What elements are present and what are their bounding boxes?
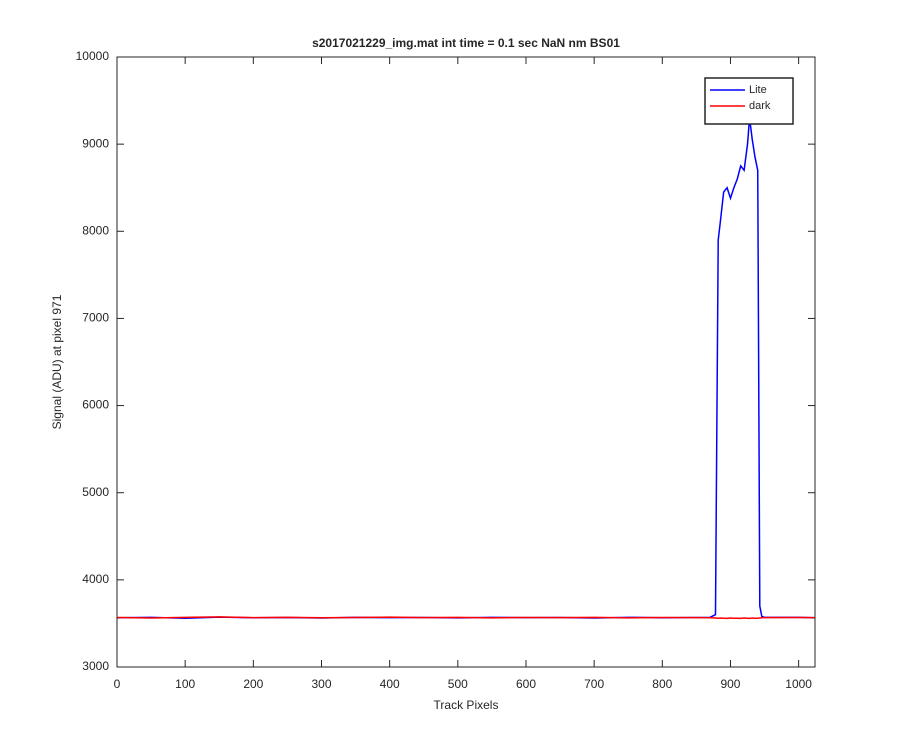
data-line bbox=[116, 616, 816, 620]
x-tick-label: 400 bbox=[380, 677, 400, 691]
x-tick-label: 500 bbox=[448, 677, 468, 691]
x-tick-label: 0 bbox=[114, 677, 121, 691]
chart-title: s2017021229_img.mat int time = 0.1 sec N… bbox=[312, 36, 620, 50]
legend-label: Lite bbox=[749, 84, 767, 96]
y-tick-label: 6000 bbox=[82, 398, 109, 412]
y-tick-label: 10000 bbox=[76, 49, 110, 63]
x-tick-label: 100 bbox=[175, 677, 195, 691]
y-tick-label: 9000 bbox=[82, 136, 109, 150]
y-tick-label: 8000 bbox=[82, 223, 109, 237]
legend-box bbox=[704, 77, 794, 125]
plot-frame bbox=[116, 56, 816, 668]
y-tick-label: 3000 bbox=[82, 659, 109, 673]
x-tick-label: 800 bbox=[652, 677, 672, 691]
y-tick-label: 5000 bbox=[82, 485, 109, 499]
x-tick-label: 600 bbox=[516, 677, 536, 691]
x-tick-label: 300 bbox=[311, 677, 331, 691]
y-tick-label: 4000 bbox=[82, 572, 109, 586]
y-tick-label: 7000 bbox=[82, 311, 109, 325]
x-tick-label: 1000 bbox=[785, 677, 812, 691]
x-tick-label: 900 bbox=[720, 677, 740, 691]
x-tick-label: 200 bbox=[243, 677, 263, 691]
x-tick-label: 700 bbox=[584, 677, 604, 691]
x-axis-label: Track Pixels bbox=[434, 698, 499, 712]
legend-label: dark bbox=[749, 100, 771, 112]
y-axis-label: Signal (ADU) at pixel 971 bbox=[50, 294, 64, 429]
